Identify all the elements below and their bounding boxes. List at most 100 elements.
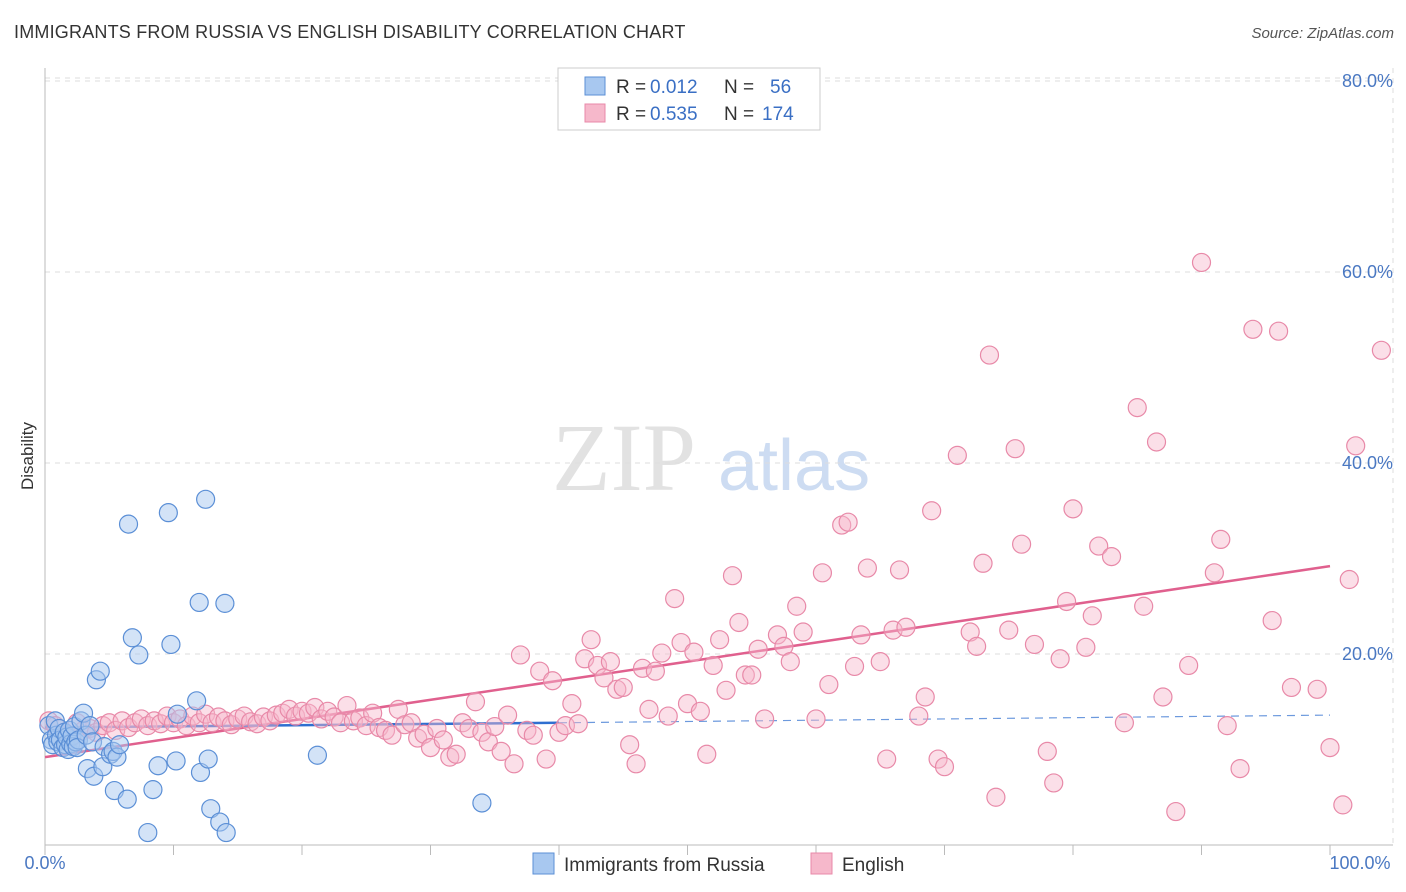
english-point <box>1056 591 1077 612</box>
english-point <box>909 706 929 726</box>
legend-r-label: R = <box>616 104 646 125</box>
english-point <box>350 708 370 728</box>
russia-points <box>39 489 492 843</box>
english-point <box>690 701 710 721</box>
y-tick-label: 40.0% <box>1342 453 1393 473</box>
watermark-zip: ZIP <box>552 404 696 511</box>
english-point <box>485 716 505 737</box>
russia-point <box>80 716 100 736</box>
russia-trend-line <box>44 721 560 729</box>
english-point <box>658 706 678 726</box>
english-point <box>793 622 813 642</box>
english-point <box>1011 534 1032 554</box>
y-tick-label: 80.0% <box>1342 71 1393 91</box>
english-point <box>1037 741 1057 762</box>
english-point <box>812 563 833 583</box>
english-point <box>896 617 916 637</box>
english-point <box>1082 606 1102 626</box>
english-point <box>986 787 1006 807</box>
legend-r-value: 0.535 <box>650 104 698 125</box>
bottom-legend: Immigrants from Russia English <box>532 852 904 876</box>
english-point <box>844 656 865 677</box>
english-point <box>819 674 839 695</box>
english-point <box>581 630 601 650</box>
legend-swatch-english <box>584 103 606 123</box>
english-point <box>729 612 749 633</box>
english-point <box>1127 398 1147 418</box>
english-point <box>536 749 556 769</box>
y-axis-label: Disability <box>18 421 37 490</box>
english-point <box>568 714 588 734</box>
english-point <box>851 625 871 645</box>
english-point <box>639 699 659 719</box>
source-label: Source: ZipAtlas.com <box>1251 25 1394 42</box>
english-point <box>806 709 826 729</box>
english-point <box>889 560 910 580</box>
russia-point <box>161 634 181 655</box>
x-tick-label: 0.0% <box>24 853 65 873</box>
russia-point <box>216 822 236 843</box>
legend-r-value: 0.012 <box>650 77 698 98</box>
english-point <box>703 655 723 676</box>
bottom-legend-swatch-english <box>810 852 833 875</box>
english-point <box>459 718 479 739</box>
bottom-legend-swatch-russia <box>532 852 555 875</box>
y-tick-label: 60.0% <box>1342 262 1393 282</box>
english-point <box>665 589 685 609</box>
russia-point <box>196 489 216 509</box>
english-point <box>1204 563 1224 583</box>
english-point <box>1076 637 1096 657</box>
russia-point <box>138 822 158 843</box>
english-point <box>979 345 1000 365</box>
russia-point <box>307 745 328 765</box>
english-point <box>594 668 614 688</box>
legend-n-label: N = <box>724 77 754 98</box>
english-point <box>1101 546 1122 567</box>
russia-point <box>201 799 221 819</box>
english-point <box>1044 773 1064 793</box>
english-point <box>742 665 762 685</box>
english-point <box>780 652 800 672</box>
english-point <box>1230 758 1250 779</box>
english-point <box>870 652 890 672</box>
english-point <box>754 709 775 729</box>
english-point <box>1243 319 1263 339</box>
russia-point <box>189 592 209 613</box>
axes <box>44 68 1393 855</box>
legend: R = 0.012 N = 56 R = 0.535 N = 174 <box>557 67 821 131</box>
english-point <box>1153 687 1173 707</box>
english-point <box>767 625 788 645</box>
english-point <box>1063 499 1083 519</box>
english-point <box>587 655 608 676</box>
english-point <box>382 725 402 745</box>
english-point <box>1179 655 1199 676</box>
russia-point <box>148 756 168 776</box>
english-point <box>787 596 807 616</box>
legend-n-value: 56 <box>770 77 791 98</box>
english-point <box>928 749 948 769</box>
english-point <box>1191 252 1212 273</box>
watermark-atlas: atlas <box>718 426 870 506</box>
chart-title: IMMIGRANTS FROM RUSSIA VS ENGLISH DISABI… <box>14 22 686 42</box>
english-point <box>1005 439 1025 459</box>
russia-trend-extension <box>558 714 1331 724</box>
english-point <box>363 703 383 723</box>
english-point <box>1333 795 1353 815</box>
english-point <box>857 558 878 578</box>
english-point <box>748 639 768 659</box>
english-point <box>1211 529 1231 550</box>
english-point <box>620 735 640 755</box>
english-point <box>523 725 543 745</box>
english-point <box>1114 713 1135 733</box>
tick-labels: 20.0% 40.0% 60.0% 80.0% 0.0% 100.0% <box>24 71 1393 873</box>
english-point <box>600 652 621 672</box>
english-point <box>491 741 511 762</box>
english-point <box>710 630 730 650</box>
english-point <box>530 661 550 681</box>
english-point <box>1268 321 1289 341</box>
english-point <box>1024 634 1045 655</box>
legend-r-label: R = <box>616 77 646 98</box>
russia-point <box>187 691 207 711</box>
russia-point <box>472 793 492 813</box>
